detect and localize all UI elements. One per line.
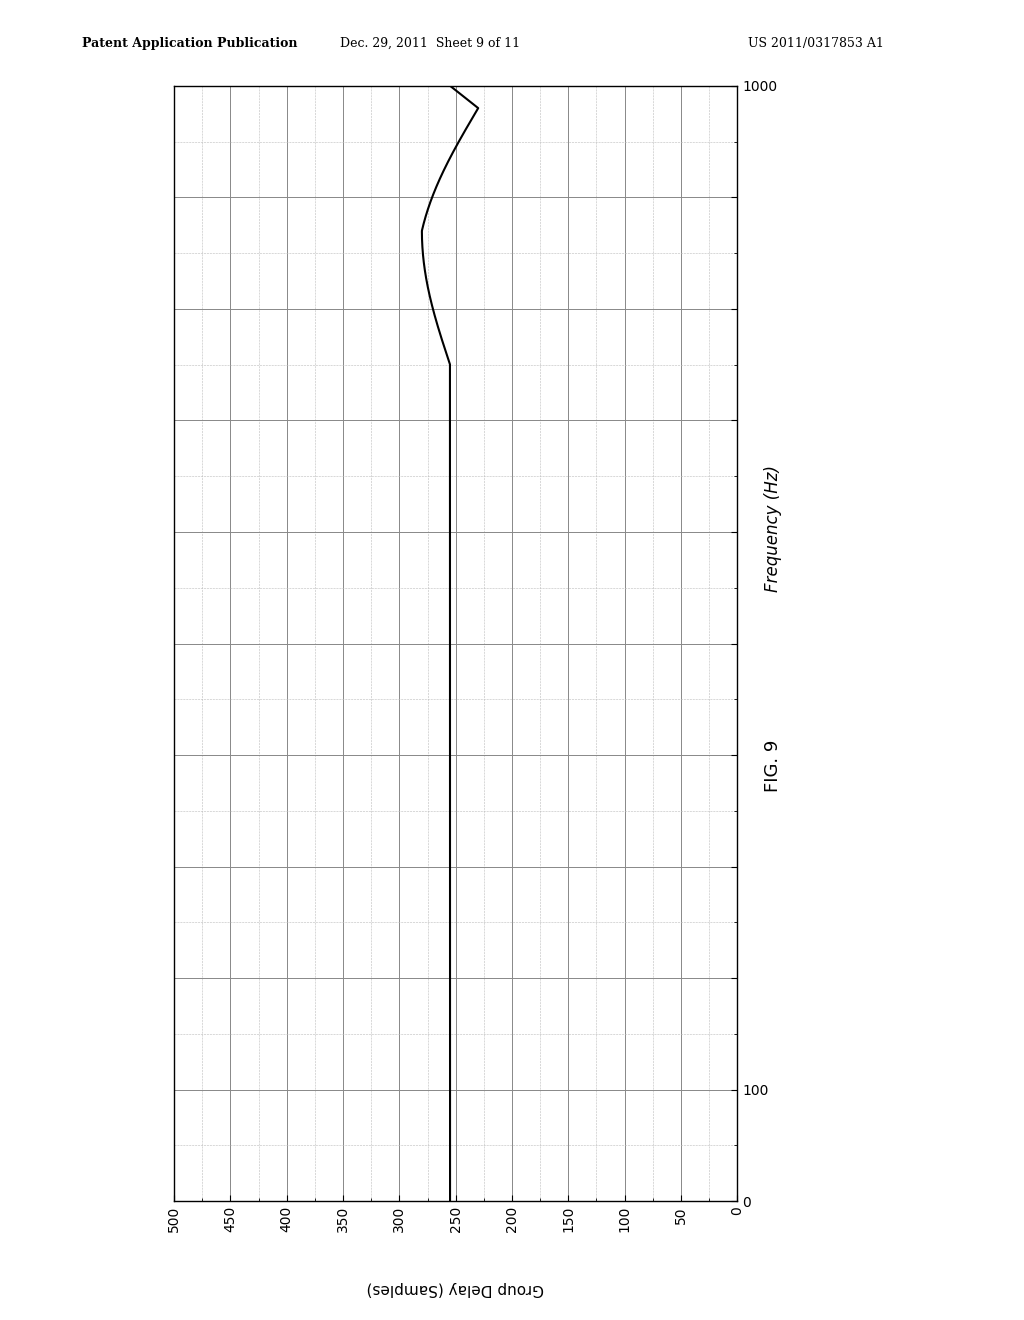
Text: FIG. 9: FIG. 9 [764,739,782,792]
X-axis label: Group Delay (Samples): Group Delay (Samples) [367,1280,545,1296]
Text: Dec. 29, 2011  Sheet 9 of 11: Dec. 29, 2011 Sheet 9 of 11 [340,37,520,50]
Text: Frequency (Hz): Frequency (Hz) [764,465,782,591]
Text: US 2011/0317853 A1: US 2011/0317853 A1 [748,37,884,50]
Text: Patent Application Publication: Patent Application Publication [82,37,297,50]
